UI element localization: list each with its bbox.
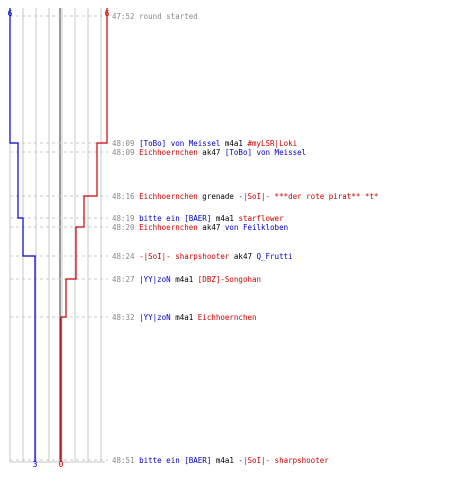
team-step-lines	[9, 8, 108, 462]
event-time: 48:09	[112, 139, 139, 148]
event-text: von Feilkloben	[225, 223, 288, 232]
event-text: [ToBo] von Meissel	[139, 139, 220, 148]
axis-labels: 6 6 3 0	[8, 9, 110, 469]
bottom-left-count: 3	[33, 460, 38, 469]
red-team-line	[60, 8, 108, 462]
event-text: m4a1	[220, 139, 247, 148]
event-text: m4a1	[171, 313, 198, 322]
event-row: 48:27 |YY|zoN m4a1 [DBZ]-Songohan	[112, 275, 261, 284]
event-guides	[10, 15, 108, 461]
event-time: 47:52	[112, 12, 139, 21]
event-text: Eichhoernchen	[139, 223, 198, 232]
event-text: Eichhoernchen	[139, 192, 198, 201]
event-row: 48:20 Eichhoernchen ak47 von Feilkloben	[112, 223, 288, 232]
event-text: Q_Frutti	[257, 252, 293, 261]
event-text: m4a1	[211, 214, 238, 223]
event-text: ak47	[229, 252, 256, 261]
event-text: m4a1	[171, 275, 198, 284]
event-text: grenade	[198, 192, 239, 201]
event-row: 48:16 Eichhoernchen grenade -|SoI|- ***d…	[112, 192, 378, 201]
event-time: 48:16	[112, 192, 139, 201]
event-time: 48:20	[112, 223, 139, 232]
event-row: 48:32 |YY|zoN m4a1 Eichhoernchen	[112, 313, 257, 322]
event-time: 48:09	[112, 148, 139, 157]
event-text: starflower	[238, 214, 284, 223]
event-row: 48:24 -|SoI|- sharpshooter ak47 Q_Frutti	[112, 252, 293, 261]
event-text: -|SoI|- ***der rote pirat** *t*	[238, 192, 378, 201]
event-text: ak47	[198, 223, 225, 232]
event-text: #myLSR|Loki	[247, 139, 297, 148]
event-time: 48:24	[112, 252, 139, 261]
event-row: 47:52 round started	[112, 12, 198, 21]
event-text: -|SoI|- sharpshooter	[139, 252, 230, 261]
event-time: 48:32	[112, 313, 139, 322]
event-time: 48:27	[112, 275, 139, 284]
blue-team-line	[9, 8, 36, 462]
event-text: |YY|zoN	[139, 275, 171, 284]
top-right-count: 6	[105, 9, 110, 18]
event-time: 48:51	[112, 456, 139, 465]
grid	[9, 8, 105, 463]
event-text: ak47	[198, 148, 225, 157]
bottom-right-count: 0	[59, 460, 64, 469]
event-row: 48:19 bitte ein [BAER] m4a1 starflower	[112, 214, 284, 223]
event-text: Eichhoernchen	[198, 313, 257, 322]
event-text: bitte ein [BAER]	[139, 456, 211, 465]
event-row: 48:09 [ToBo] von Meissel m4a1 #myLSR|Lok…	[112, 139, 297, 148]
event-row: 48:51 bitte ein [BAER] m4a1 -|SoI|- shar…	[112, 456, 329, 465]
event-text: m4a1	[211, 456, 238, 465]
event-text: -|SoI|- sharpshooter	[238, 456, 329, 465]
event-time: 48:19	[112, 214, 139, 223]
event-text: |YY|zoN	[139, 313, 171, 322]
event-row: 48:09 Eichhoernchen ak47 [ToBo] von Meis…	[112, 148, 306, 157]
top-left-count: 6	[8, 9, 13, 18]
event-log: 47:52 round started 48:09 [ToBo] von Meis…	[112, 12, 378, 465]
event-text: [ToBo] von Meissel	[225, 148, 306, 157]
event-text: bitte ein [BAER]	[139, 214, 211, 223]
event-text: round started	[139, 12, 198, 21]
event-text: Eichhoernchen	[139, 148, 198, 157]
event-text: [DBZ]-Songohan	[198, 275, 261, 284]
